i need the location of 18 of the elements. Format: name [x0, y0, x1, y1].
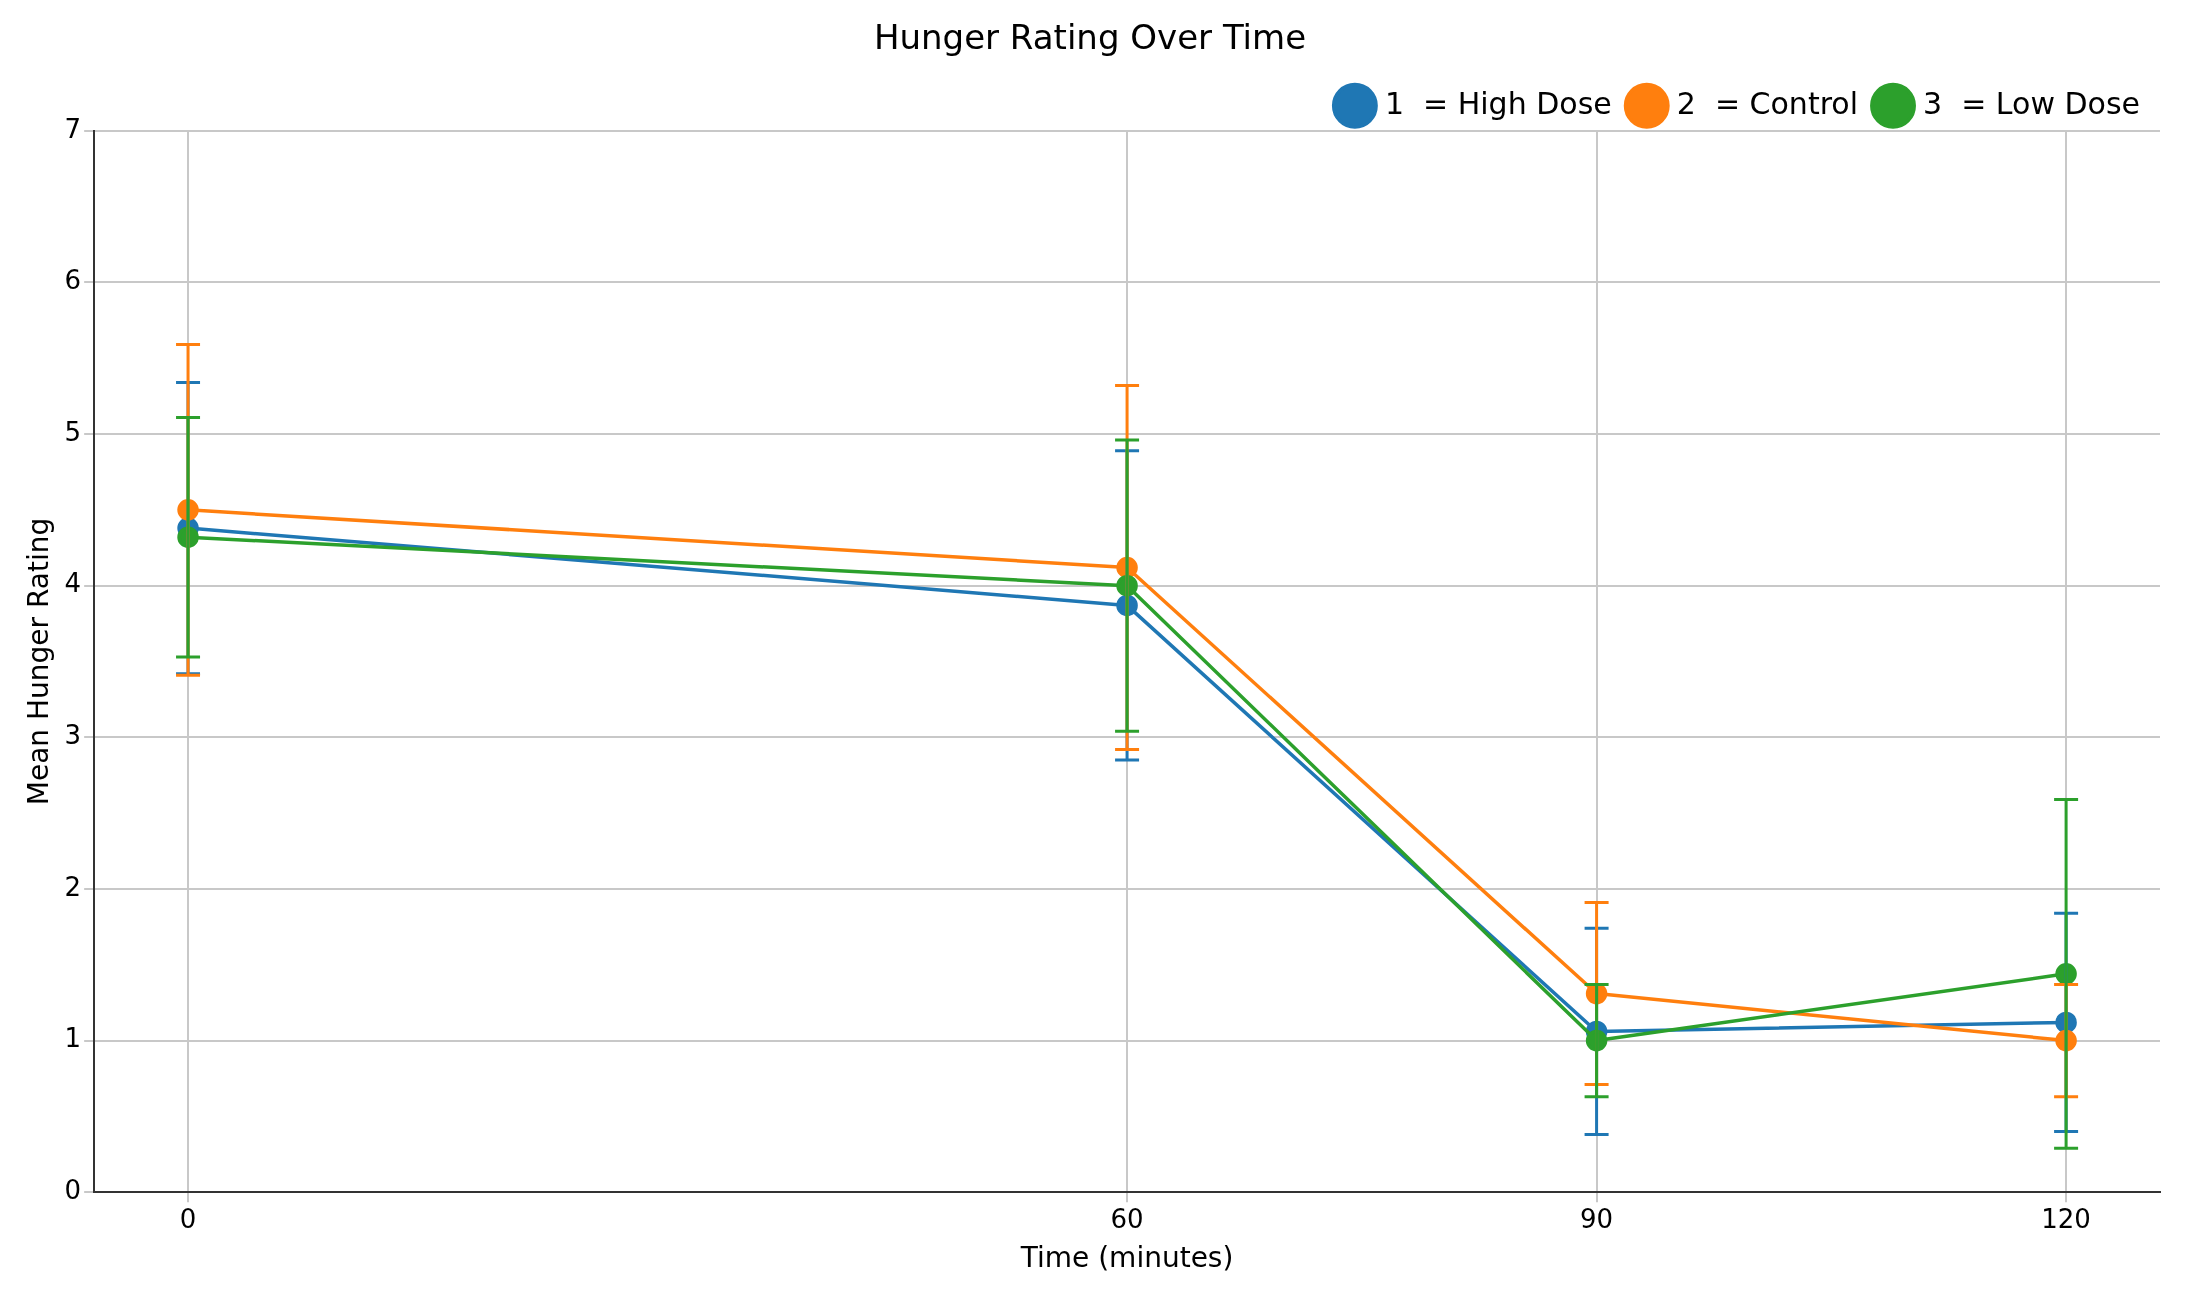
y-tick-label: 4	[64, 568, 82, 599]
y-tick-label: 3	[64, 720, 82, 751]
legend-label: 3 = Low Dose	[1923, 85, 2141, 121]
y-tick-label: 1	[64, 1023, 82, 1054]
x-tick-label: 60	[1110, 1203, 1144, 1234]
legend-label: 2 = Control	[1676, 85, 1859, 121]
y-axis-title: Mean Hunger Rating	[22, 517, 56, 806]
y-tick-label: 5	[64, 416, 82, 447]
y-tick-label: 2	[64, 871, 82, 902]
x-tick-label: 90	[1580, 1203, 1614, 1234]
y-tick-label: 7	[64, 113, 82, 144]
y-tick-label: 6	[64, 265, 82, 296]
x-tick-label: 120	[2041, 1203, 2091, 1234]
x-axis-title: Time (minutes)	[1019, 1241, 1234, 1275]
x-tick-label: 0	[179, 1203, 197, 1234]
chart-title: Hunger Rating Over Time	[873, 17, 1307, 58]
y-tick-label: 0	[64, 1174, 82, 1205]
legend-label: 1 = High Dose	[1384, 85, 1612, 121]
